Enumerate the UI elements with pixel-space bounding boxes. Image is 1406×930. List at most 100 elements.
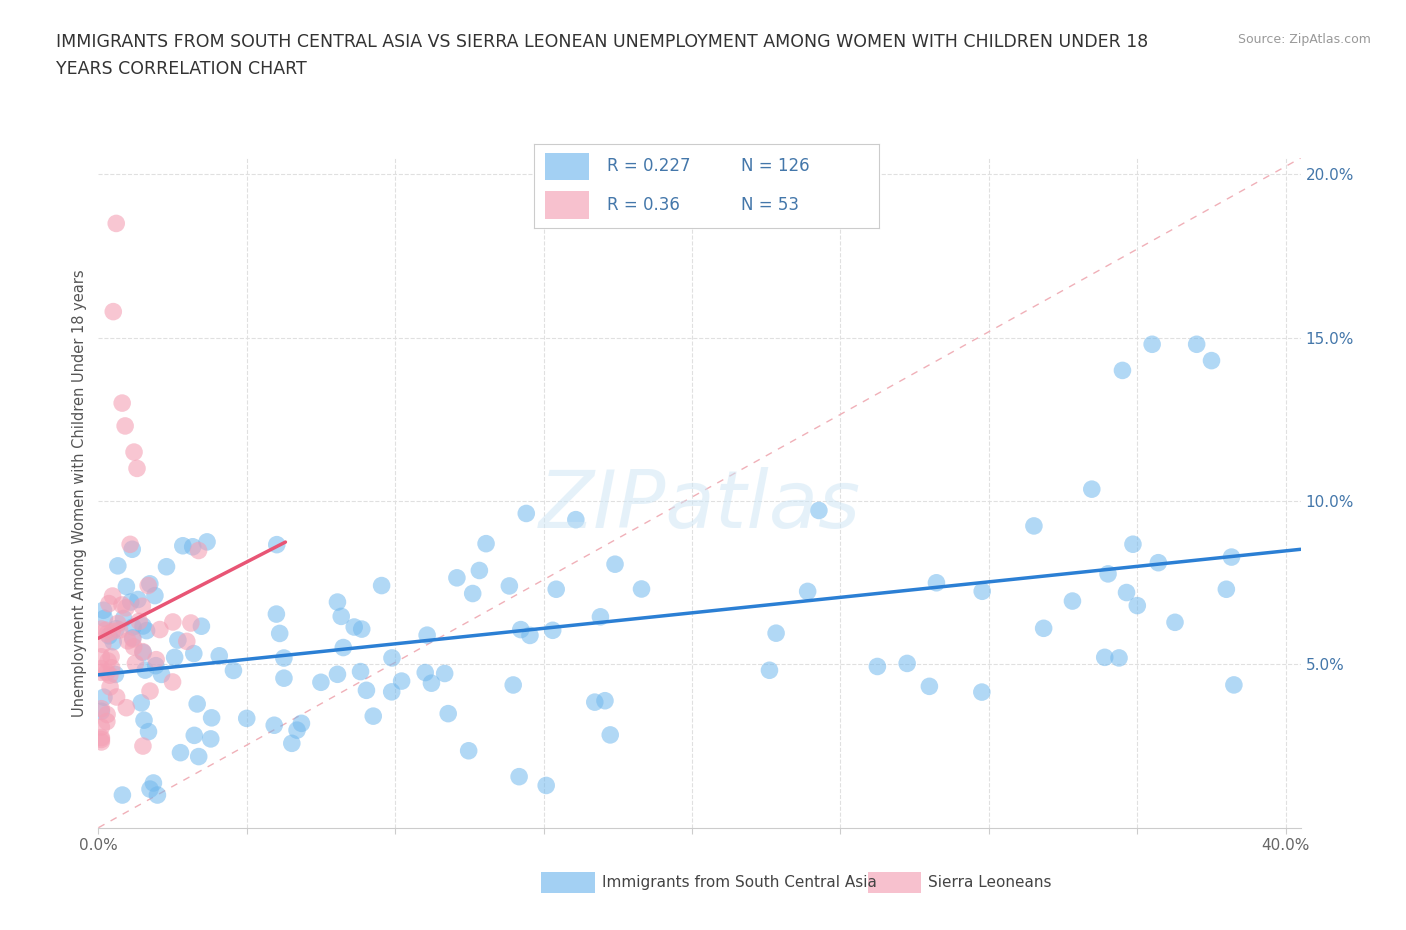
Point xyxy=(1111,363,1133,378)
Point xyxy=(509,622,531,637)
Point xyxy=(100,660,122,675)
Point xyxy=(186,697,208,711)
Point xyxy=(515,506,537,521)
Point xyxy=(630,581,652,596)
Point xyxy=(162,674,184,689)
Point xyxy=(93,611,115,626)
Point xyxy=(107,616,129,631)
Point xyxy=(266,538,288,552)
Point xyxy=(796,584,818,599)
Point xyxy=(1126,598,1149,613)
Point xyxy=(90,621,112,636)
Point xyxy=(972,584,994,599)
Point xyxy=(172,538,194,553)
Point xyxy=(519,628,541,643)
Point xyxy=(332,640,354,655)
Point xyxy=(105,689,128,704)
Point xyxy=(326,594,349,609)
Point xyxy=(90,732,112,747)
Point xyxy=(413,665,436,680)
Text: R = 0.227: R = 0.227 xyxy=(606,157,690,176)
Point xyxy=(1115,585,1137,600)
Point xyxy=(108,622,131,637)
Point xyxy=(142,776,165,790)
Point xyxy=(918,679,941,694)
Point xyxy=(129,696,152,711)
Point xyxy=(1215,582,1237,597)
Point xyxy=(90,730,112,745)
Point xyxy=(98,680,121,695)
Point xyxy=(138,724,160,739)
Point xyxy=(107,558,129,573)
Point xyxy=(163,650,186,665)
Point xyxy=(132,644,155,659)
Point xyxy=(98,668,121,683)
Point xyxy=(97,654,120,669)
Text: ZIPatlas: ZIPatlas xyxy=(538,467,860,545)
Text: Sierra Leoneans: Sierra Leoneans xyxy=(928,875,1052,890)
Point xyxy=(290,716,312,731)
Point xyxy=(93,603,115,618)
Point xyxy=(349,664,371,679)
Point xyxy=(101,589,124,604)
Point xyxy=(93,690,115,705)
Point xyxy=(1122,537,1144,551)
Point xyxy=(155,559,177,574)
Point xyxy=(565,512,588,527)
Point xyxy=(925,576,948,591)
Point xyxy=(1223,677,1246,692)
Point xyxy=(120,537,142,551)
Point xyxy=(114,418,136,433)
Point xyxy=(121,631,143,646)
Point xyxy=(132,738,155,753)
Point xyxy=(1164,615,1187,630)
Point xyxy=(534,778,557,793)
Point xyxy=(433,666,456,681)
Point xyxy=(330,609,353,624)
Text: Source: ZipAtlas.com: Source: ZipAtlas.com xyxy=(1237,33,1371,46)
Text: IMMIGRANTS FROM SOUTH CENTRAL ASIA VS SIERRA LEONEAN UNEMPLOYMENT AMONG WOMEN WI: IMMIGRANTS FROM SOUTH CENTRAL ASIA VS SI… xyxy=(56,33,1149,50)
Point xyxy=(149,622,172,637)
Point xyxy=(180,616,202,631)
Point xyxy=(361,709,384,724)
Point xyxy=(120,594,142,609)
Point xyxy=(103,634,125,649)
Point xyxy=(437,706,460,721)
Bar xyxy=(544,191,589,219)
Point xyxy=(1081,482,1104,497)
Point xyxy=(96,665,118,680)
Point xyxy=(235,711,257,725)
Point xyxy=(273,651,295,666)
Point xyxy=(1185,337,1208,352)
Point xyxy=(309,675,332,690)
Point xyxy=(187,750,209,764)
Point xyxy=(90,661,112,676)
Point xyxy=(105,216,128,231)
Point xyxy=(98,629,121,644)
Point xyxy=(502,678,524,693)
Point xyxy=(127,592,149,607)
Point xyxy=(150,667,173,682)
Point xyxy=(758,663,780,678)
Point xyxy=(94,623,117,638)
Point xyxy=(90,720,112,735)
Point xyxy=(183,646,205,661)
Point xyxy=(112,611,135,626)
Point xyxy=(181,539,204,554)
Point xyxy=(90,701,112,716)
Point xyxy=(111,597,134,612)
Point xyxy=(183,728,205,743)
Point xyxy=(498,578,520,593)
Point xyxy=(765,626,787,641)
Point xyxy=(146,788,169,803)
Point xyxy=(343,619,366,634)
Point xyxy=(169,745,191,760)
Point xyxy=(162,615,184,630)
Point xyxy=(90,649,112,664)
Point xyxy=(90,735,112,750)
Y-axis label: Unemployment Among Women with Children Under 18 years: Unemployment Among Women with Children U… xyxy=(72,269,87,717)
Point xyxy=(190,618,212,633)
Point xyxy=(200,732,222,747)
Point xyxy=(546,582,568,597)
Point xyxy=(121,631,143,645)
